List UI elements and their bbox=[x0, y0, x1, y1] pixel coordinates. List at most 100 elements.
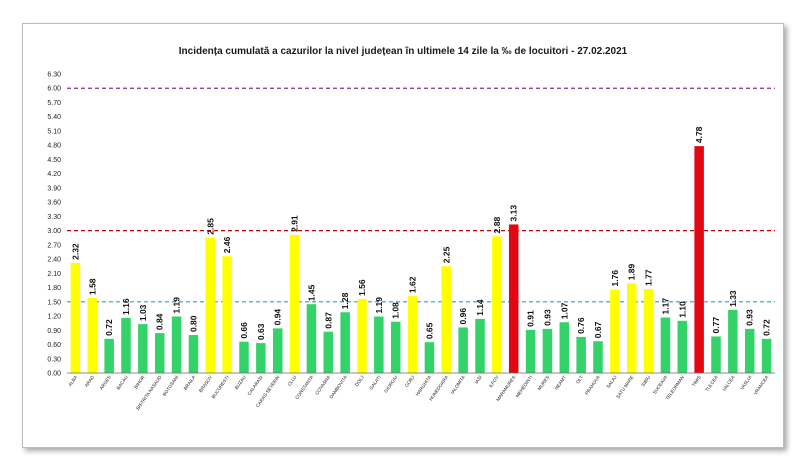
bar bbox=[104, 338, 114, 373]
data-label: 0.72 bbox=[104, 319, 114, 336]
bar bbox=[694, 146, 704, 373]
data-label: 1.62 bbox=[408, 276, 418, 293]
data-label: 1.10 bbox=[677, 301, 687, 318]
data-label: 0.63 bbox=[256, 323, 266, 340]
bar bbox=[222, 256, 232, 373]
bar bbox=[407, 296, 418, 373]
y-tick-label: 5.10 bbox=[47, 128, 61, 135]
x-tick-label: BRASOV bbox=[198, 374, 214, 393]
x-tick-label: BACAU bbox=[116, 375, 129, 391]
bar bbox=[610, 289, 620, 373]
x-tick-label: GIURGIU bbox=[383, 375, 398, 394]
x-tick-label: BOTOSANI bbox=[162, 375, 180, 397]
x-tick-label: OLT bbox=[575, 375, 584, 385]
bars bbox=[70, 146, 772, 373]
y-tick-label: 2.40 bbox=[47, 257, 61, 264]
bar bbox=[744, 328, 755, 373]
data-label: 1.89 bbox=[627, 263, 637, 280]
bar bbox=[87, 298, 98, 373]
bar bbox=[306, 304, 317, 373]
bar bbox=[660, 317, 671, 373]
y-tick-label: 0.00 bbox=[47, 371, 61, 378]
data-label: 1.17 bbox=[660, 298, 670, 315]
y-tick-label: 4.50 bbox=[47, 157, 61, 164]
x-tick-label: SUCEAVA bbox=[652, 374, 669, 395]
data-label: 1.03 bbox=[138, 304, 148, 321]
bar bbox=[340, 312, 350, 373]
bar bbox=[492, 236, 502, 373]
data-label: 1.19 bbox=[374, 297, 384, 314]
data-label: 2.85 bbox=[205, 218, 215, 235]
x-tick-label: ARGES bbox=[99, 375, 112, 391]
x-tick-label: GORJ bbox=[404, 375, 415, 388]
y-tick-label: 1.80 bbox=[47, 285, 61, 292]
data-label: 0.66 bbox=[239, 322, 249, 339]
data-label: 4.78 bbox=[694, 126, 704, 143]
y-tick-label: 0.60 bbox=[47, 342, 61, 349]
x-tick-label: DAMBOVITA bbox=[329, 374, 349, 400]
y-tick-label: 5.40 bbox=[47, 114, 61, 121]
data-label: 1.58 bbox=[87, 278, 97, 295]
x-tick-label: VALCEA bbox=[721, 374, 736, 392]
x-tick-label: IALOMITA bbox=[450, 374, 467, 395]
x-tick-label: SIBIU bbox=[640, 375, 651, 388]
y-tick-label: 4.80 bbox=[47, 143, 61, 150]
data-label: 0.80 bbox=[188, 315, 198, 332]
data-label: 0.96 bbox=[458, 308, 468, 325]
bar bbox=[576, 336, 586, 373]
bar bbox=[239, 341, 249, 373]
y-tick-label: 3.90 bbox=[47, 185, 61, 192]
x-tick-label: VRANCEA bbox=[753, 374, 770, 396]
bar bbox=[289, 234, 300, 373]
x-tick-label: DOLJ bbox=[354, 375, 365, 387]
y-tick-label: 2.10 bbox=[47, 271, 61, 278]
data-label: 1.14 bbox=[475, 299, 485, 316]
bar bbox=[542, 328, 553, 373]
x-tick-label: TIMIS bbox=[691, 375, 702, 388]
threshold-lines bbox=[67, 87, 775, 303]
y-tick-label: 2.70 bbox=[47, 242, 61, 249]
y-axis-ticks: 0.00 0.30 0.60 0.90 1.20 1.50 1.80 2.10 2.40 2.70… bbox=[47, 72, 61, 378]
data-label: 3.13 bbox=[509, 205, 519, 222]
y-tick-label: 6.00 bbox=[47, 86, 61, 93]
data-labels: 2.32 1.58 0.72 1.16 1.03 0.84 1.19 0.80 2.85 2.46… bbox=[70, 126, 771, 340]
data-label: 2.91 bbox=[290, 215, 300, 232]
data-label: 1.28 bbox=[340, 292, 350, 309]
x-tick-label: HARGHITA bbox=[415, 374, 433, 397]
bar bbox=[154, 333, 165, 373]
bar bbox=[761, 338, 772, 373]
y-tick-label: 3.30 bbox=[47, 214, 61, 221]
y-tick-label: 1.20 bbox=[47, 314, 61, 321]
bar bbox=[171, 316, 182, 373]
data-label: 0.65 bbox=[424, 322, 434, 339]
data-label: 0.93 bbox=[542, 309, 552, 326]
bar bbox=[508, 224, 519, 373]
data-label: 0.84 bbox=[155, 313, 165, 330]
data-label: 0.87 bbox=[323, 312, 333, 329]
x-tick-label: CONSTANTA bbox=[294, 374, 314, 400]
x-tick-label: PRAHOVA bbox=[584, 374, 601, 396]
x-tick-label: ARAD bbox=[84, 374, 96, 388]
bar bbox=[525, 329, 536, 373]
bar bbox=[272, 328, 283, 373]
bar bbox=[323, 331, 334, 373]
data-label: 1.16 bbox=[121, 298, 131, 315]
bar bbox=[559, 322, 570, 373]
x-tick-label: TELEORMAN bbox=[665, 375, 685, 401]
bar bbox=[256, 343, 266, 373]
x-tick-label: BIHOR bbox=[133, 374, 146, 389]
data-label: 1.56 bbox=[357, 279, 367, 296]
bar bbox=[121, 317, 131, 373]
data-label: 0.91 bbox=[526, 310, 536, 327]
bar bbox=[205, 237, 216, 373]
data-label: 0.93 bbox=[745, 309, 755, 326]
bar bbox=[593, 341, 603, 373]
bar bbox=[441, 266, 452, 373]
y-tick-label: 6.30 bbox=[47, 72, 61, 79]
bar bbox=[374, 316, 384, 373]
data-label: 2.32 bbox=[70, 243, 80, 260]
x-tick-label: GALATI bbox=[368, 375, 381, 391]
bar bbox=[424, 342, 435, 373]
y-tick-label: 3.60 bbox=[47, 200, 61, 207]
chart-title: Incidența cumulată a cazurilor la nivel … bbox=[179, 46, 628, 57]
